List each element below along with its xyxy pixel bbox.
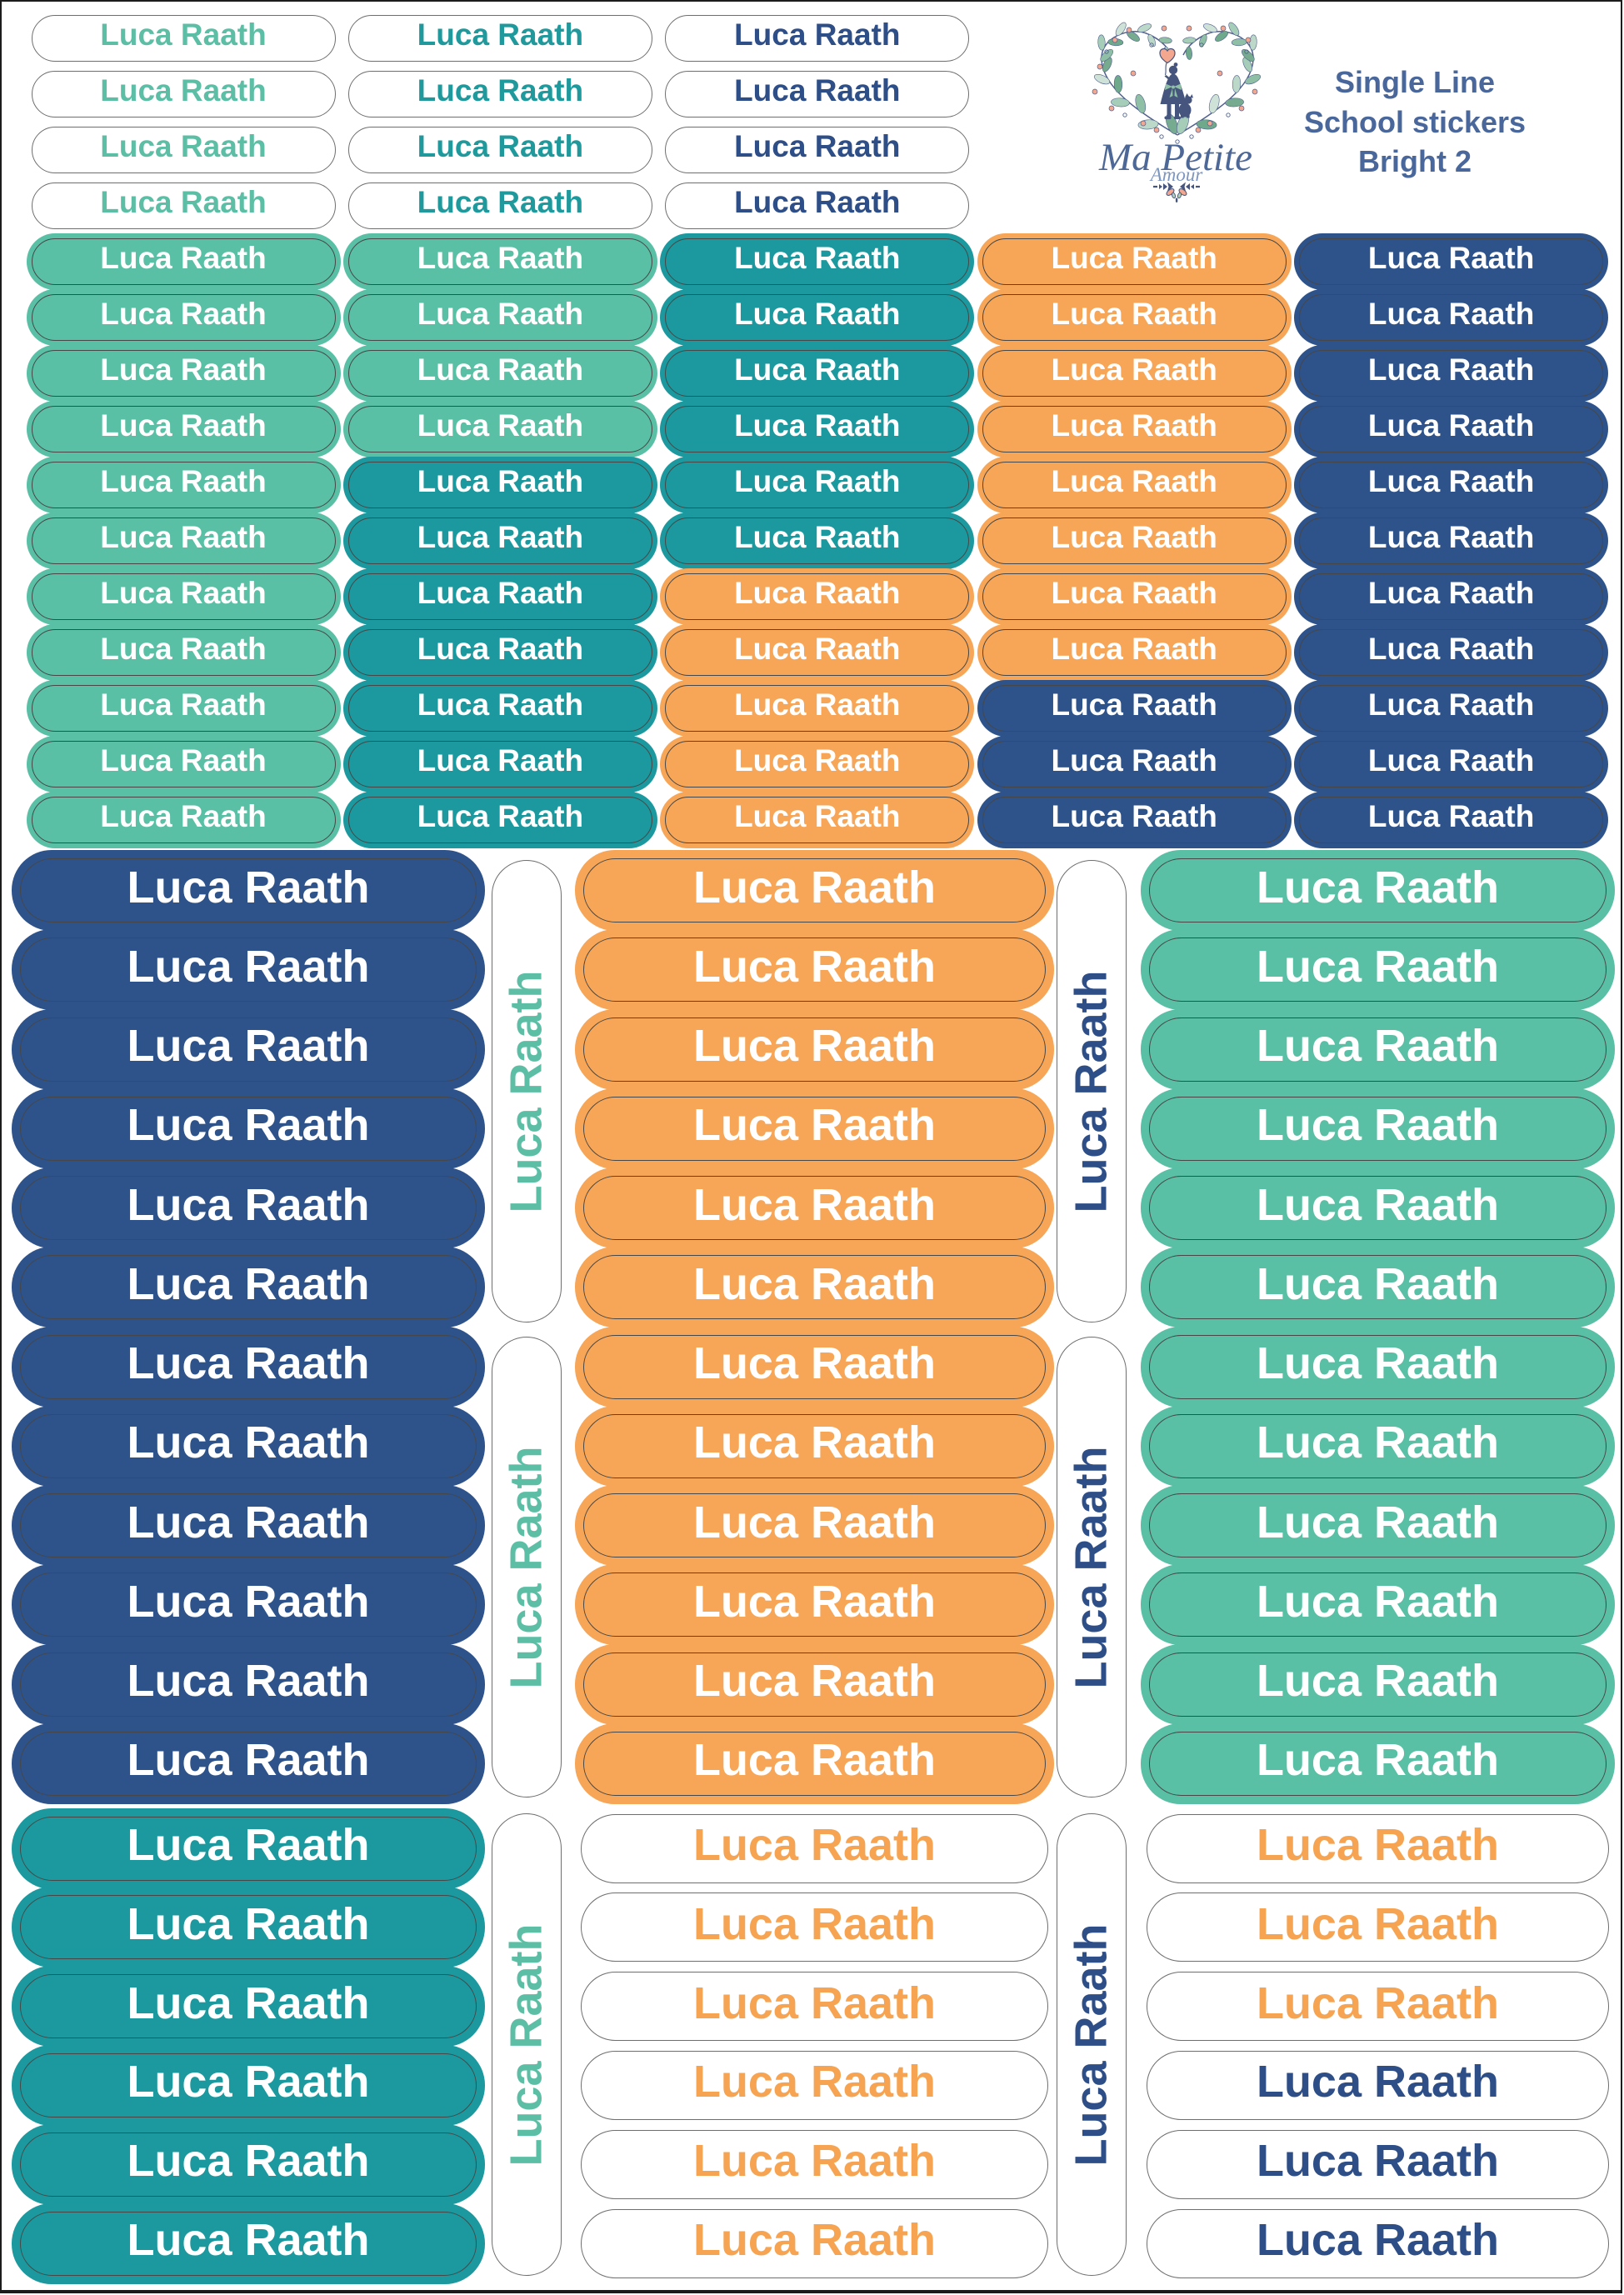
svg-text:Ma Petite: Ma Petite xyxy=(1098,136,1252,179)
svg-text:Amour: Amour xyxy=(1149,164,1204,185)
